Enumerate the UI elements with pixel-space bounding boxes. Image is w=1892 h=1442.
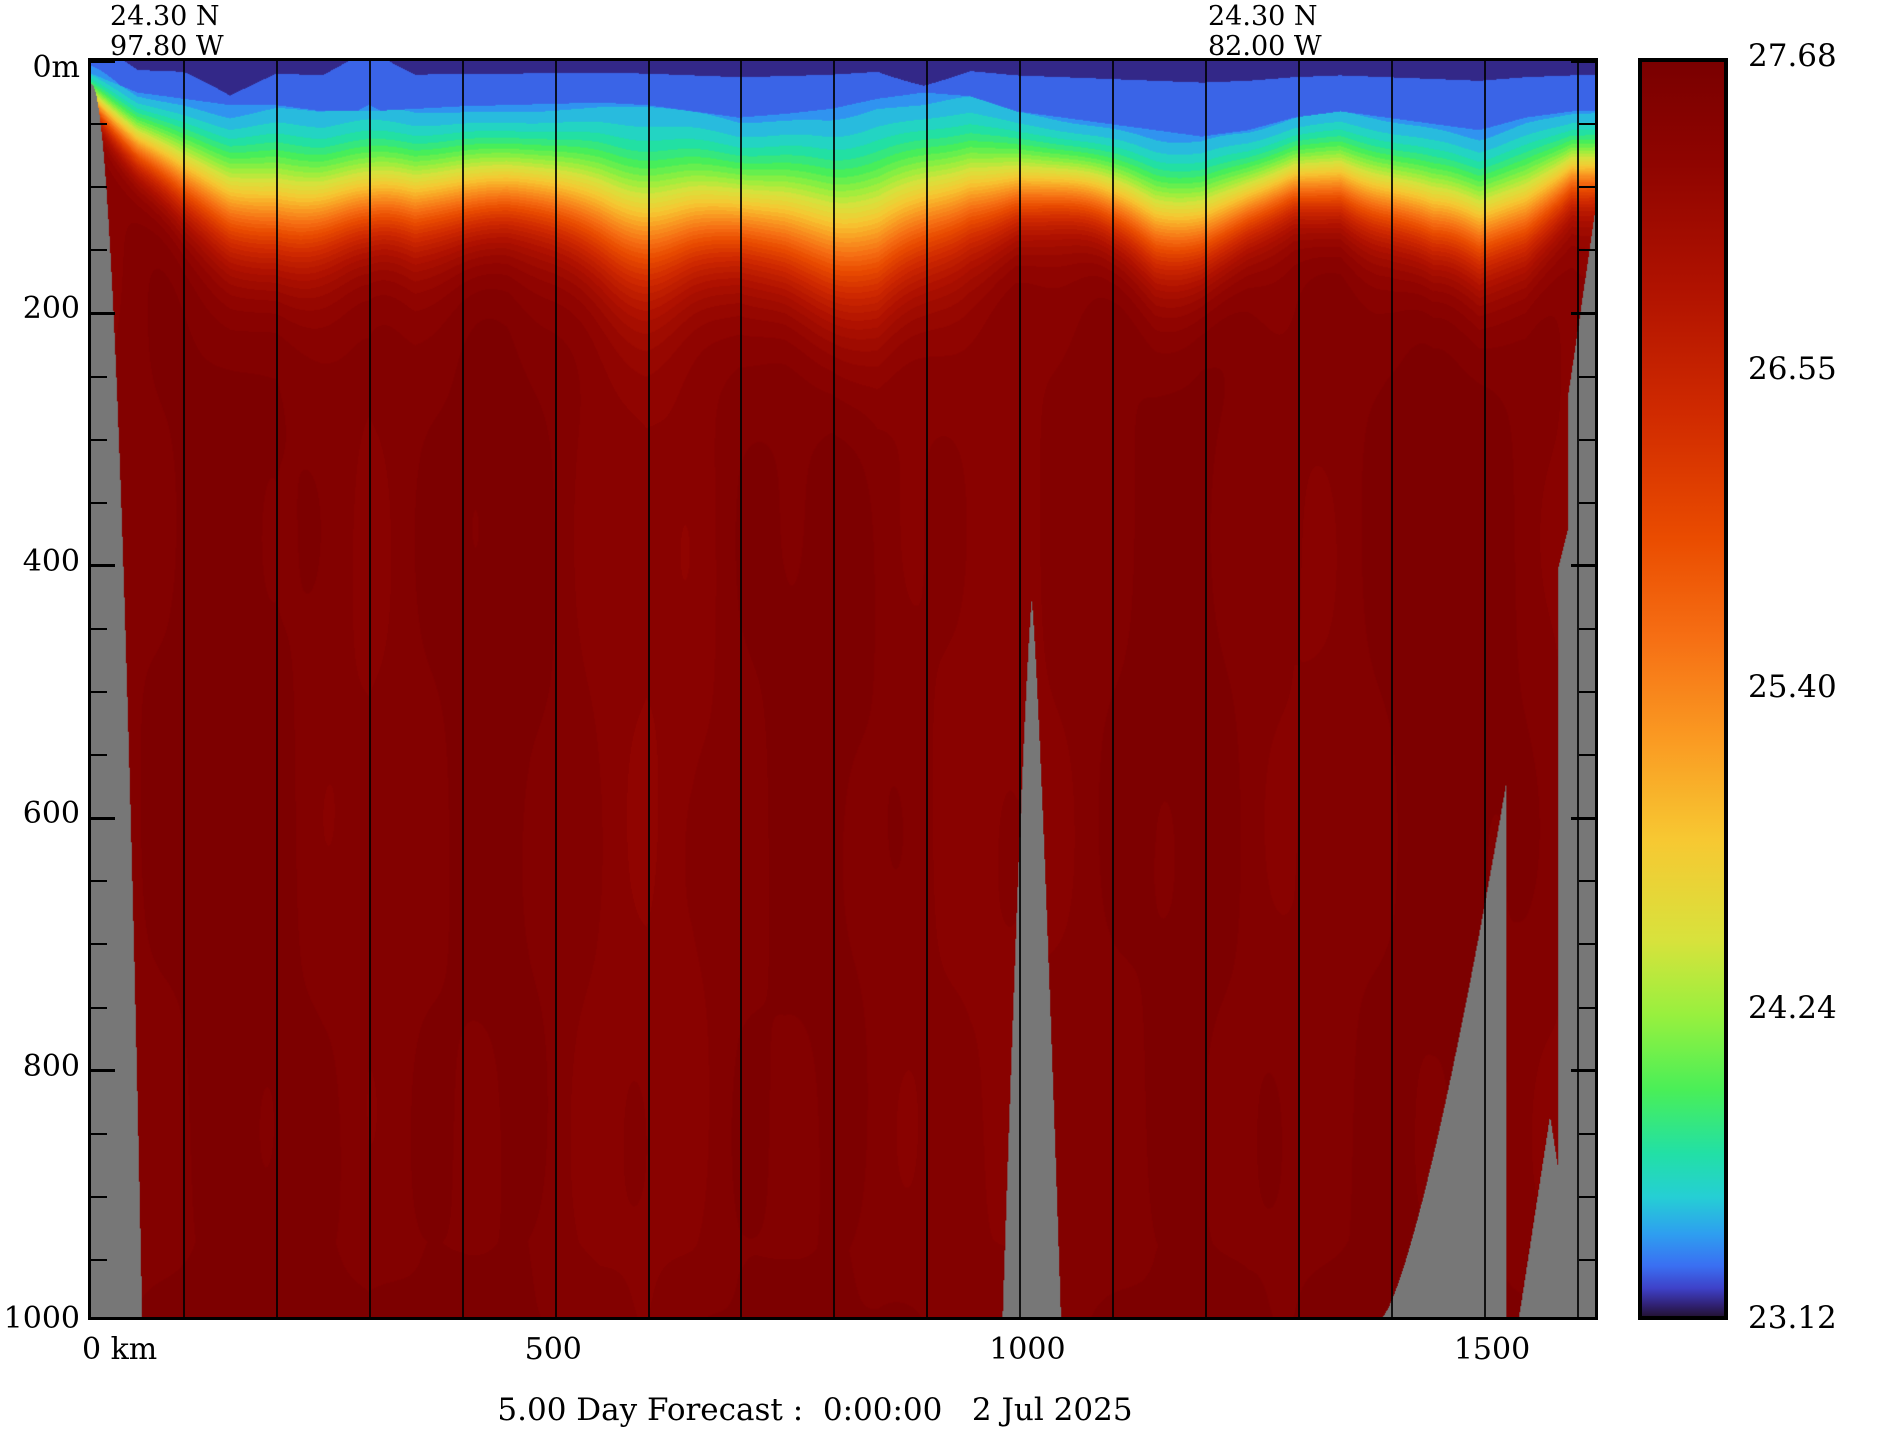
y-axis-tick-label: 200 <box>22 291 80 327</box>
colorbar-tick-label: 23.12 <box>1748 1300 1837 1336</box>
x-axis-tick <box>647 61 650 1317</box>
y-axis-tick <box>91 311 115 315</box>
y-axis-tick-label: 400 <box>22 543 80 579</box>
temperature-colorbar[interactable] <box>1638 58 1728 1320</box>
right-endpoint-lat: 24.30 N <box>1208 1 1318 32</box>
y-axis-tick <box>91 1006 107 1009</box>
y-axis-tick <box>1579 375 1595 378</box>
x-axis-tick <box>926 61 929 1317</box>
right-endpoint-lon: 82.00 W <box>1208 31 1322 62</box>
y-axis-tick <box>91 186 107 189</box>
y-axis-tick <box>1579 123 1595 126</box>
x-axis-tick-label: 1500 <box>1453 1332 1531 1367</box>
colorbar-tick-label: 25.40 <box>1748 669 1837 705</box>
forecast-footer: 5.00 Day Forecast : 0:00:00 2 Jul 2025 <box>497 1392 1133 1428</box>
x-axis-tick <box>1483 61 1486 1317</box>
y-axis-tick <box>91 627 107 630</box>
y-axis-tick <box>91 1258 107 1261</box>
colorbar-tick-label: 24.24 <box>1748 990 1837 1027</box>
y-axis-tick <box>91 880 107 883</box>
left-endpoint-lat: 24.30 N <box>110 1 220 32</box>
y-axis-tick <box>91 1195 107 1198</box>
y-axis-tick <box>1579 880 1595 883</box>
x-axis-tick <box>1390 61 1393 1317</box>
y-axis-tick-label: 1000 <box>3 1301 80 1336</box>
colorbar-gradient <box>1642 62 1724 1316</box>
y-axis-tick <box>91 375 107 378</box>
y-axis-tick <box>1571 61 1595 63</box>
x-axis-tick <box>740 61 743 1317</box>
x-axis-tick <box>368 61 371 1317</box>
y-axis-tick <box>91 754 107 757</box>
section-left-endpoint: 24.30 N 97.80 W <box>110 2 224 62</box>
y-axis-tick <box>1571 816 1595 820</box>
y-axis-tick-label: 600 <box>22 796 80 832</box>
y-axis-tick-label: 800 <box>22 1048 80 1084</box>
y-axis-tick <box>1579 438 1595 441</box>
y-axis-tick <box>1571 1069 1595 1073</box>
y-axis-tick <box>91 1069 115 1073</box>
x-axis-tick <box>1576 61 1579 1317</box>
y-axis-tick <box>1579 627 1595 630</box>
y-axis-tick <box>1579 249 1595 252</box>
x-axis-tick <box>461 61 464 1317</box>
x-axis-tick-label: 0 km <box>82 1332 158 1367</box>
y-axis-tick-label: 0m <box>32 50 80 85</box>
y-axis-tick <box>1579 1132 1595 1135</box>
x-axis-tick <box>1298 61 1300 1317</box>
y-axis-tick <box>91 438 107 441</box>
y-axis-tick <box>1571 311 1595 315</box>
y-axis-tick <box>1571 564 1595 568</box>
colorbar-tick-label: 26.55 <box>1748 350 1837 387</box>
y-axis-tick <box>1579 1195 1595 1198</box>
y-axis-tick <box>91 943 107 946</box>
temperature-heatmap-canvas <box>91 61 1595 1317</box>
y-axis-tick <box>1579 691 1595 693</box>
x-axis-tick <box>1205 61 1208 1317</box>
x-axis-tick <box>1019 61 1022 1317</box>
x-axis-tick <box>1112 61 1115 1317</box>
temperature-section-plot[interactable] <box>88 58 1598 1320</box>
y-axis-tick <box>1579 1258 1595 1261</box>
y-axis-tick <box>91 61 115 63</box>
x-axis-tick-label: 1000 <box>989 1332 1066 1367</box>
x-axis-tick <box>182 61 185 1317</box>
y-axis-tick <box>1579 943 1595 946</box>
x-axis-tick <box>554 61 557 1317</box>
left-endpoint-lon: 97.80 W <box>110 31 224 62</box>
y-axis-tick <box>91 816 115 820</box>
y-axis-tick <box>91 501 107 504</box>
y-axis-tick <box>1579 1006 1595 1009</box>
y-axis-tick <box>91 249 107 252</box>
y-axis-tick <box>1579 754 1595 757</box>
x-axis-tick-label: 500 <box>524 1332 582 1367</box>
y-axis-tick <box>1579 501 1595 504</box>
y-axis-tick <box>91 564 115 568</box>
colorbar-tick-label: 27.68 <box>1748 38 1837 74</box>
section-right-endpoint: 24.30 N 82.00 W <box>1208 2 1322 62</box>
x-axis-tick <box>833 61 836 1317</box>
y-axis-tick <box>91 691 107 693</box>
y-axis-tick <box>91 123 107 126</box>
x-axis-tick <box>275 61 278 1317</box>
y-axis-tick <box>1579 186 1595 189</box>
y-axis-tick <box>91 1132 107 1135</box>
